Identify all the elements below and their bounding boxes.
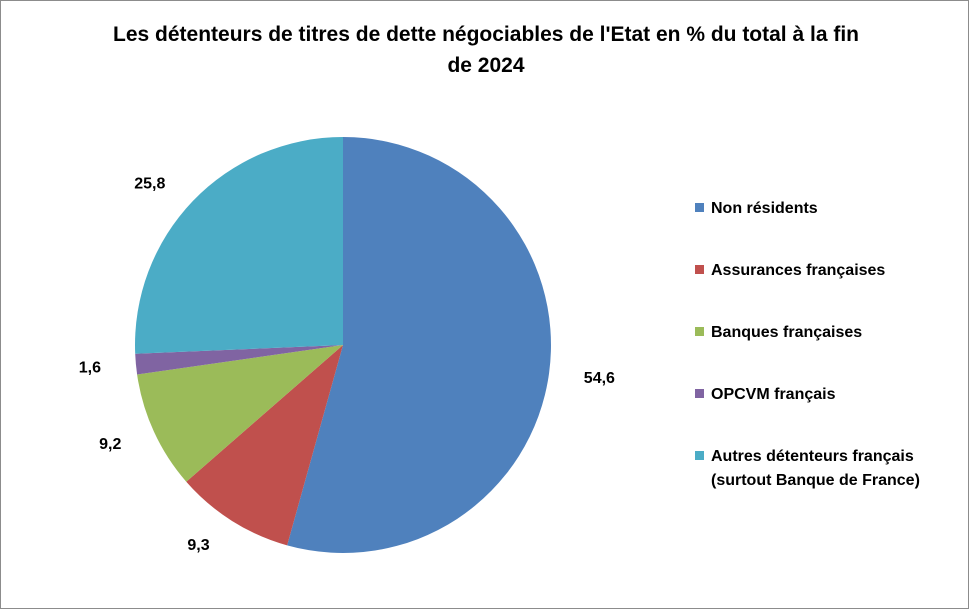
- data-label: 9,2: [99, 436, 121, 453]
- legend-label: Non résidents: [711, 200, 818, 217]
- legend-label: Banques françaises: [711, 324, 863, 341]
- data-label: 25,8: [134, 175, 165, 192]
- legend-swatch: [695, 451, 704, 460]
- legend: Non résidents Assurances françaises Banq…: [695, 197, 965, 507]
- legend-swatch: [695, 203, 704, 212]
- legend-item-non-residents: Non résidents: [695, 197, 965, 259]
- slice-opcvm: [135, 345, 343, 375]
- legend-label: Assurances françaises: [711, 262, 886, 279]
- slice-banques: [137, 345, 343, 482]
- data-label: 9,3: [187, 537, 209, 554]
- legend-swatch: [695, 265, 704, 274]
- slice-autres: [135, 137, 343, 354]
- legend-label: OPCVM français: [711, 386, 836, 403]
- legend-swatch: [695, 327, 704, 336]
- legend-label: Autres détenteurs français (surtout Banq…: [711, 448, 920, 489]
- legend-swatch: [695, 389, 704, 398]
- data-label: 54,6: [584, 370, 615, 387]
- slice-non-residents: [287, 137, 551, 553]
- data-label: 1,6: [79, 360, 101, 377]
- legend-item-opcvm: OPCVM français: [695, 383, 965, 445]
- legend-item-banques: Banques françaises: [695, 321, 965, 383]
- legend-item-autres: Autres détenteurs français (surtout Banq…: [695, 445, 965, 507]
- legend-item-assurances: Assurances françaises: [695, 259, 965, 321]
- chart-title: Les détenteurs de titres de dette négoci…: [113, 23, 859, 77]
- slice-assurances: [186, 345, 343, 546]
